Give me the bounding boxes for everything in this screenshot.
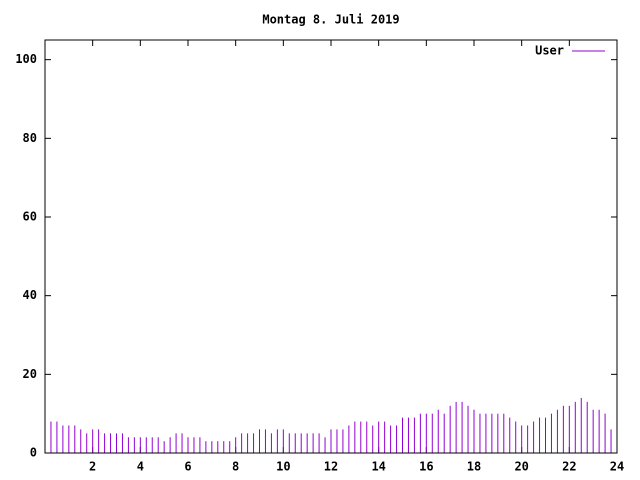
x-tick-label: 22	[562, 460, 576, 474]
x-tick-label: 20	[514, 460, 528, 474]
x-tick-label: 6	[184, 460, 191, 474]
x-tick-label: 10	[276, 460, 290, 474]
x-tick-label: 24	[610, 460, 624, 474]
plot-border	[44, 39, 618, 454]
y-tick-label: 100	[15, 52, 37, 66]
x-tick-label: 12	[324, 460, 338, 474]
y-tick-label: 20	[23, 367, 37, 381]
y-tick-label: 60	[23, 210, 37, 224]
y-tick-label: 0	[30, 446, 37, 460]
x-tick-label: 14	[371, 460, 385, 474]
x-tick-label: 8	[232, 460, 239, 474]
chart-title: Montag 8. Juli 2019	[262, 13, 399, 27]
x-tick-label: 2	[89, 460, 96, 474]
legend-label: User	[535, 44, 564, 58]
x-tick-label: 4	[137, 460, 144, 474]
y-tick-label: 40	[23, 288, 37, 302]
y-tick-label: 80	[23, 131, 37, 145]
x-tick-label: 16	[419, 460, 433, 474]
x-tick-label: 18	[467, 460, 481, 474]
